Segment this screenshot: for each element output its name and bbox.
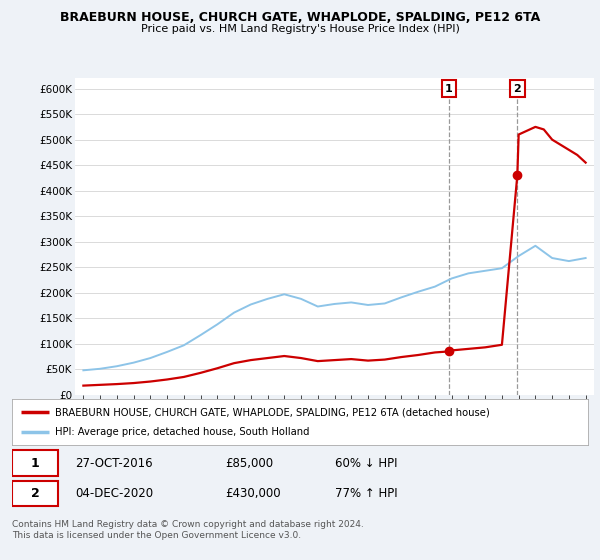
Text: Contains HM Land Registry data © Crown copyright and database right 2024.: Contains HM Land Registry data © Crown c…	[12, 520, 364, 529]
Text: £85,000: £85,000	[225, 456, 273, 470]
Text: Price paid vs. HM Land Registry's House Price Index (HPI): Price paid vs. HM Land Registry's House …	[140, 24, 460, 34]
FancyBboxPatch shape	[12, 450, 58, 476]
Text: 2: 2	[31, 487, 40, 500]
Text: 1: 1	[31, 456, 40, 470]
FancyBboxPatch shape	[12, 480, 58, 506]
Text: 77% ↑ HPI: 77% ↑ HPI	[335, 487, 397, 500]
Text: 04-DEC-2020: 04-DEC-2020	[76, 487, 154, 500]
Text: 27-OCT-2016: 27-OCT-2016	[76, 456, 153, 470]
Text: BRAEBURN HOUSE, CHURCH GATE, WHAPLODE, SPALDING, PE12 6TA: BRAEBURN HOUSE, CHURCH GATE, WHAPLODE, S…	[60, 11, 540, 24]
Text: 2: 2	[514, 83, 521, 94]
Text: 60% ↓ HPI: 60% ↓ HPI	[335, 456, 397, 470]
Text: This data is licensed under the Open Government Licence v3.0.: This data is licensed under the Open Gov…	[12, 531, 301, 540]
Text: 1: 1	[445, 83, 453, 94]
Text: £430,000: £430,000	[225, 487, 281, 500]
Text: BRAEBURN HOUSE, CHURCH GATE, WHAPLODE, SPALDING, PE12 6TA (detached house): BRAEBURN HOUSE, CHURCH GATE, WHAPLODE, S…	[55, 407, 490, 417]
Text: HPI: Average price, detached house, South Holland: HPI: Average price, detached house, Sout…	[55, 427, 310, 437]
